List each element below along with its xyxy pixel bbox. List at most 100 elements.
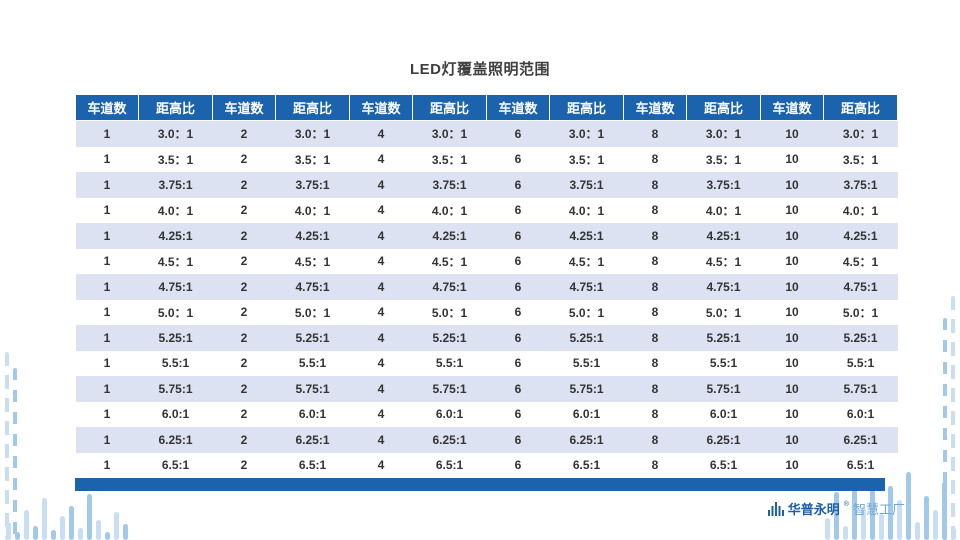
ratio-cell: 5.5:1 [275, 350, 350, 376]
ratio-cell: 4.0：1 [823, 197, 898, 223]
ratio-cell: 4.75:1 [549, 274, 624, 300]
lane-count-cell: 2 [212, 452, 276, 478]
ratio-cell: 5.5:1 [686, 350, 761, 376]
left-edge-dash-line [13, 368, 17, 540]
ratio-cell: 5.75:1 [823, 376, 898, 402]
ratio-cell: 5.25:1 [412, 325, 487, 351]
ratio-cell: 5.25:1 [549, 325, 624, 351]
table-row: 1 3.5：1 2 3.5：1 4 3.5：1 6 3.5：1 8 3.5：1 10 3.5：1 [75, 146, 898, 172]
ratio-cell: 5.0：1 [686, 299, 761, 325]
deco-bar [933, 510, 938, 540]
ratio-cell: 6.25:1 [138, 427, 213, 453]
ratio-cell: 6.5:1 [686, 452, 761, 478]
lane-count-cell: 2 [212, 401, 276, 427]
ratio-cell: 3.5：1 [138, 146, 213, 172]
header-ratio-cell: 距高比 [275, 94, 350, 121]
ratio-cell: 5.75:1 [549, 376, 624, 402]
ratio-cell: 6.25:1 [823, 427, 898, 453]
lane-count-cell: 4 [349, 146, 413, 172]
lane-count-cell: 1 [75, 325, 139, 351]
lane-count-cell: 2 [212, 172, 276, 198]
ratio-cell: 6.25:1 [549, 427, 624, 453]
lane-count-cell: 6 [486, 376, 550, 402]
ratio-cell: 5.0：1 [138, 299, 213, 325]
table-row: 1 6.0:1 2 6.0:1 4 6.0:1 6 6.0:1 8 6.0:1 10 6.0:1 [75, 401, 898, 427]
table-row: 1 5.75:1 2 5.75:1 4 5.75:1 6 5.75:1 8 5.75:1 10 5.7… [75, 376, 898, 402]
deco-bar [951, 528, 956, 540]
lane-count-cell: 6 [486, 401, 550, 427]
ratio-cell: 4.5：1 [549, 248, 624, 274]
header-lanes-cell: 车道数 [760, 94, 824, 121]
lane-count-cell: 8 [623, 120, 687, 147]
brand-logo: 华普永明 ® 智慧工厂 [767, 499, 905, 518]
lane-count-cell: 1 [75, 401, 139, 427]
ratio-cell: 5.75:1 [686, 376, 761, 402]
lane-count-cell: 6 [486, 274, 550, 300]
ratio-cell: 3.75:1 [412, 172, 487, 198]
table-row: 1 6.5:1 2 6.5:1 4 6.5:1 6 6.5:1 8 6.5:1 10 6.5:1 [75, 452, 898, 478]
table-row: 1 4.75:1 2 4.75:1 4 4.75:1 6 4.75:1 8 4.75:1 10 4.7… [75, 274, 898, 300]
lane-count-cell: 4 [349, 197, 413, 223]
ratio-cell: 4.5：1 [275, 248, 350, 274]
ratio-cell: 5.75:1 [275, 376, 350, 402]
ratio-cell: 4.5：1 [686, 248, 761, 274]
lane-count-cell: 1 [75, 452, 139, 478]
lane-count-cell: 10 [760, 223, 824, 249]
lane-count-cell: 2 [212, 146, 276, 172]
right-edge-dash-line [943, 318, 947, 540]
lane-count-cell: 6 [486, 223, 550, 249]
lane-count-cell: 4 [349, 350, 413, 376]
coverage-table: 车道数 距高比 车道数 距高比 车道数 距高比 车道数 距高比 车道数 距高比 车道数 距高比 1 3.… [75, 94, 898, 478]
ratio-cell: 4.75:1 [686, 274, 761, 300]
lane-count-cell: 6 [486, 120, 550, 147]
coverage-table-wrap: 车道数 距高比 车道数 距高比 车道数 距高比 车道数 距高比 车道数 距高比 车道数 距高比 1 3.… [75, 94, 898, 491]
lane-count-cell: 10 [760, 325, 824, 351]
ratio-cell: 6.25:1 [275, 427, 350, 453]
lane-count-cell: 10 [760, 299, 824, 325]
deco-bar [96, 520, 101, 540]
lane-count-cell: 2 [212, 120, 276, 147]
ratio-cell: 5.0：1 [549, 299, 624, 325]
lane-count-cell: 8 [623, 350, 687, 376]
header-ratio-cell: 距高比 [823, 94, 898, 121]
header-ratio-cell: 距高比 [686, 94, 761, 121]
lane-count-cell: 6 [486, 350, 550, 376]
header-lanes-cell: 车道数 [623, 94, 687, 121]
table-row: 1 3.75:1 2 3.75:1 4 3.75:1 6 3.75:1 8 3.75:1 10 3.7… [75, 172, 898, 198]
lane-count-cell: 2 [212, 350, 276, 376]
bottom-right-equalizer [823, 462, 958, 540]
ratio-cell: 6.5:1 [549, 452, 624, 478]
table-row: 1 4.25:1 2 4.25:1 4 4.25:1 6 4.25:1 8 4.25:1 10 4.2… [75, 223, 898, 249]
ratio-cell: 5.25:1 [686, 325, 761, 351]
ratio-cell: 6.25:1 [412, 427, 487, 453]
lane-count-cell: 8 [623, 452, 687, 478]
lane-count-cell: 1 [75, 274, 139, 300]
ratio-cell: 3.75:1 [275, 172, 350, 198]
deco-bar [24, 510, 29, 540]
deco-bar [942, 482, 947, 540]
ratio-cell: 5.75:1 [412, 376, 487, 402]
lane-count-cell: 10 [760, 350, 824, 376]
deco-bar [852, 480, 857, 540]
ratio-cell: 6.0:1 [412, 401, 487, 427]
ratio-cell: 5.5:1 [823, 350, 898, 376]
table-footer-bar [75, 478, 885, 491]
deco-bar [78, 528, 83, 540]
left-edge-dash-line [5, 352, 9, 540]
ratio-cell: 5.25:1 [823, 325, 898, 351]
ratio-cell: 4.5：1 [138, 248, 213, 274]
lane-count-cell: 8 [623, 248, 687, 274]
ratio-cell: 3.5：1 [686, 146, 761, 172]
deco-bar [87, 494, 92, 540]
deco-bar [15, 532, 20, 540]
lane-count-cell: 6 [486, 146, 550, 172]
ratio-cell: 3.5：1 [412, 146, 487, 172]
ratio-cell: 6.5:1 [275, 452, 350, 478]
lane-count-cell: 1 [75, 376, 139, 402]
ratio-cell: 4.25:1 [412, 223, 487, 249]
ratio-cell: 3.0：1 [275, 120, 350, 147]
ratio-cell: 5.5:1 [138, 350, 213, 376]
deco-bar [897, 500, 902, 540]
table-row: 1 5.25:1 2 5.25:1 4 5.25:1 6 5.25:1 8 5.25:1 10 5.2… [75, 325, 898, 351]
lane-count-cell: 10 [760, 274, 824, 300]
